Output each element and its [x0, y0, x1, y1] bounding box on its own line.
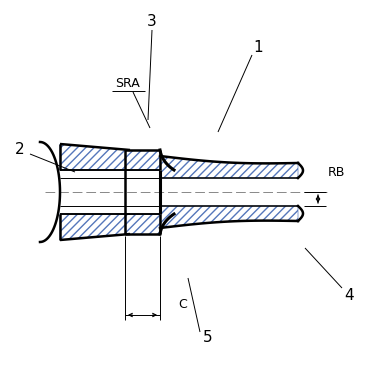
Polygon shape — [160, 156, 298, 178]
Polygon shape — [125, 150, 160, 170]
Text: SRA: SRA — [115, 77, 140, 90]
Text: 3: 3 — [147, 15, 157, 29]
Text: 1: 1 — [253, 41, 263, 55]
Text: 4: 4 — [344, 288, 354, 302]
Text: C: C — [179, 298, 187, 311]
Text: 5: 5 — [203, 330, 213, 346]
Polygon shape — [60, 214, 130, 240]
Text: RB: RB — [328, 166, 345, 179]
Polygon shape — [125, 214, 160, 234]
Text: 2: 2 — [15, 142, 25, 157]
Polygon shape — [60, 144, 130, 170]
Polygon shape — [160, 206, 298, 228]
